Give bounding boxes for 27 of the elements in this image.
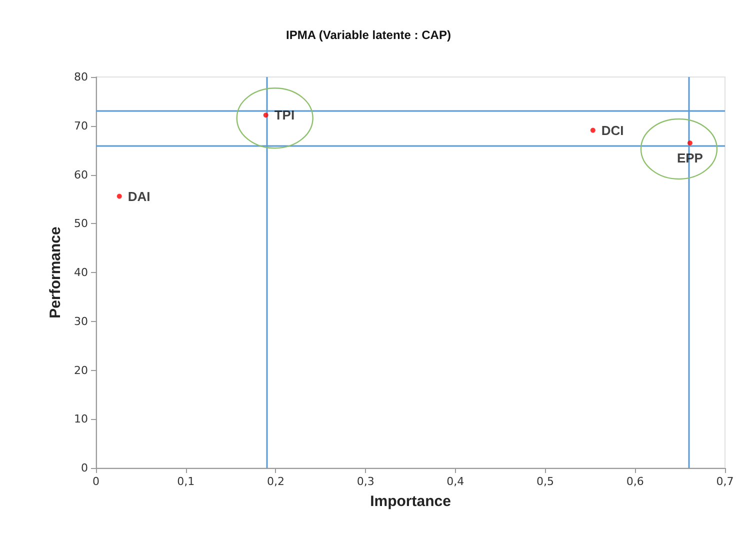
y-tick-label: 10 (74, 412, 88, 426)
x-tick-label: 0,5 (536, 475, 554, 488)
x-tick-label: 0,2 (266, 475, 284, 488)
series-label: DCI (601, 122, 624, 138)
point (263, 112, 268, 118)
series-label: DAI (128, 188, 150, 204)
x-axis-title: Importance (370, 493, 451, 510)
series-label: TPI (274, 108, 295, 123)
y-tick-label: 20 (74, 364, 88, 377)
y-tick-label: 60 (74, 168, 88, 182)
y-axis-title: Performance (47, 226, 64, 318)
y-tick-label: 80 (74, 70, 88, 84)
point (116, 194, 122, 199)
y-tick-label: 40 (74, 266, 88, 279)
x-tick-label: 0,7 (716, 475, 734, 488)
y-tick-label: 70 (74, 119, 88, 132)
point (687, 140, 692, 146)
x-tick-label: 0 (92, 475, 100, 488)
point (590, 128, 596, 133)
y-tick-label: 50 (74, 217, 88, 230)
x-tick-label: 0,4 (446, 475, 464, 488)
chart-title: IPMA (Variable latente : CAP) (286, 28, 451, 42)
x-tick-label: 0,1 (177, 475, 195, 488)
x-tick-label: 0,3 (356, 475, 374, 488)
x-tick-label: 0,6 (626, 475, 644, 488)
y-tick-label: 30 (74, 314, 88, 328)
y-tick-label: 0 (81, 462, 88, 474)
